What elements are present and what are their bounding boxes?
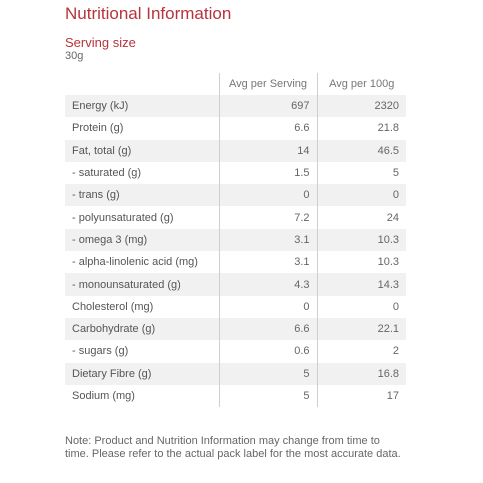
value-per-100g: 0 bbox=[317, 184, 406, 207]
table-row: Energy (kJ) 697 2320 bbox=[65, 95, 406, 118]
value-per-serving: 3.1 bbox=[218, 251, 318, 274]
value-per-serving: 6.6 bbox=[218, 117, 318, 140]
value-per-serving: 0.6 bbox=[218, 340, 318, 363]
nutrient-label: - trans (g) bbox=[65, 184, 219, 207]
nutrient-label: Cholesterol (mg) bbox=[65, 295, 219, 318]
table-row: - polyunsaturated (g) 7.2 24 bbox=[65, 206, 406, 229]
value-per-serving: 0 bbox=[218, 184, 318, 207]
value-per-serving: 3.1 bbox=[218, 228, 318, 252]
nutrition-table: Avg per Serving Avg per 100g Energy (kJ)… bbox=[65, 73, 406, 408]
table-row: Cholesterol (mg) 0 0 bbox=[65, 295, 406, 318]
value-per-serving: 6.6 bbox=[218, 317, 318, 341]
value-per-serving: 4.3 bbox=[218, 273, 318, 296]
nutrient-label: Sodium (mg) bbox=[65, 384, 219, 408]
value-per-serving: 697 bbox=[218, 95, 318, 118]
nutrient-label: Dietary Fibre (g) bbox=[65, 362, 219, 385]
header-avg-per-serving: Avg per Serving bbox=[218, 73, 318, 95]
table-row: Sodium (mg) 5 17 bbox=[65, 384, 406, 408]
serving-size-value: 30g bbox=[65, 50, 84, 62]
nutrient-label: Energy (kJ) bbox=[65, 95, 219, 118]
nutrient-label: Fat, total (g) bbox=[65, 139, 219, 162]
table-header-row: Avg per Serving Avg per 100g bbox=[65, 73, 406, 95]
table-row: - sugars (g) 0.6 2 bbox=[65, 340, 406, 363]
serving-size-label: Serving size bbox=[65, 35, 136, 50]
table-row: - saturated (g) 1.5 5 bbox=[65, 161, 406, 185]
value-per-100g: 2 bbox=[317, 340, 406, 363]
value-per-100g: 2320 bbox=[317, 95, 406, 118]
value-per-serving: 0 bbox=[218, 295, 318, 318]
disclaimer-note: Note: Product and Nutrition Information … bbox=[65, 435, 401, 460]
nutrient-label: Carbohydrate (g) bbox=[65, 317, 219, 341]
value-per-100g: 17 bbox=[317, 384, 406, 408]
value-per-serving: 14 bbox=[218, 139, 318, 162]
value-per-serving: 5 bbox=[218, 362, 318, 385]
nutrient-label: Protein (g) bbox=[65, 117, 219, 140]
value-per-100g: 0 bbox=[317, 295, 406, 318]
value-per-100g: 24 bbox=[317, 206, 406, 229]
page-title: Nutritional Information bbox=[65, 4, 232, 23]
value-per-100g: 10.3 bbox=[317, 228, 406, 252]
nutrient-label: - polyunsaturated (g) bbox=[65, 206, 219, 229]
value-per-100g: 16.8 bbox=[317, 362, 406, 385]
table-row: Carbohydrate (g) 6.6 22.1 bbox=[65, 317, 406, 341]
nutrient-label: - omega 3 (mg) bbox=[65, 228, 219, 252]
header-blank-cell bbox=[65, 73, 219, 95]
table-row: Protein (g) 6.6 21.8 bbox=[65, 117, 406, 140]
value-per-100g: 46.5 bbox=[317, 139, 406, 162]
nutrition-table-body: Energy (kJ) 697 2320 Protein (g) 6.6 21.8 Fat,… bbox=[65, 95, 406, 408]
nutrient-label: - saturated (g) bbox=[65, 161, 219, 185]
value-per-100g: 10.3 bbox=[317, 251, 406, 274]
table-row: - trans (g) 0 0 bbox=[65, 184, 406, 207]
value-per-serving: 7.2 bbox=[218, 206, 318, 229]
table-row: Fat, total (g) 14 46.5 bbox=[65, 139, 406, 162]
table-row: - monounsaturated (g) 4.3 14.3 bbox=[65, 273, 406, 296]
value-per-100g: 5 bbox=[317, 161, 406, 185]
value-per-100g: 22.1 bbox=[317, 317, 406, 341]
table-row: - omega 3 (mg) 3.1 10.3 bbox=[65, 228, 406, 252]
value-per-100g: 14.3 bbox=[317, 273, 406, 296]
nutrient-label: - alpha-linolenic acid (mg) bbox=[65, 251, 219, 274]
value-per-serving: 5 bbox=[218, 384, 318, 408]
nutrient-label: - sugars (g) bbox=[65, 340, 219, 363]
header-avg-per-100g: Avg per 100g bbox=[329, 78, 395, 90]
value-per-100g: 21.8 bbox=[317, 117, 406, 140]
table-row: - alpha-linolenic acid (mg) 3.1 10.3 bbox=[65, 251, 406, 274]
table-row: Dietary Fibre (g) 5 16.8 bbox=[65, 362, 406, 385]
nutrient-label: - monounsaturated (g) bbox=[65, 273, 219, 296]
value-per-serving: 1.5 bbox=[218, 161, 318, 185]
